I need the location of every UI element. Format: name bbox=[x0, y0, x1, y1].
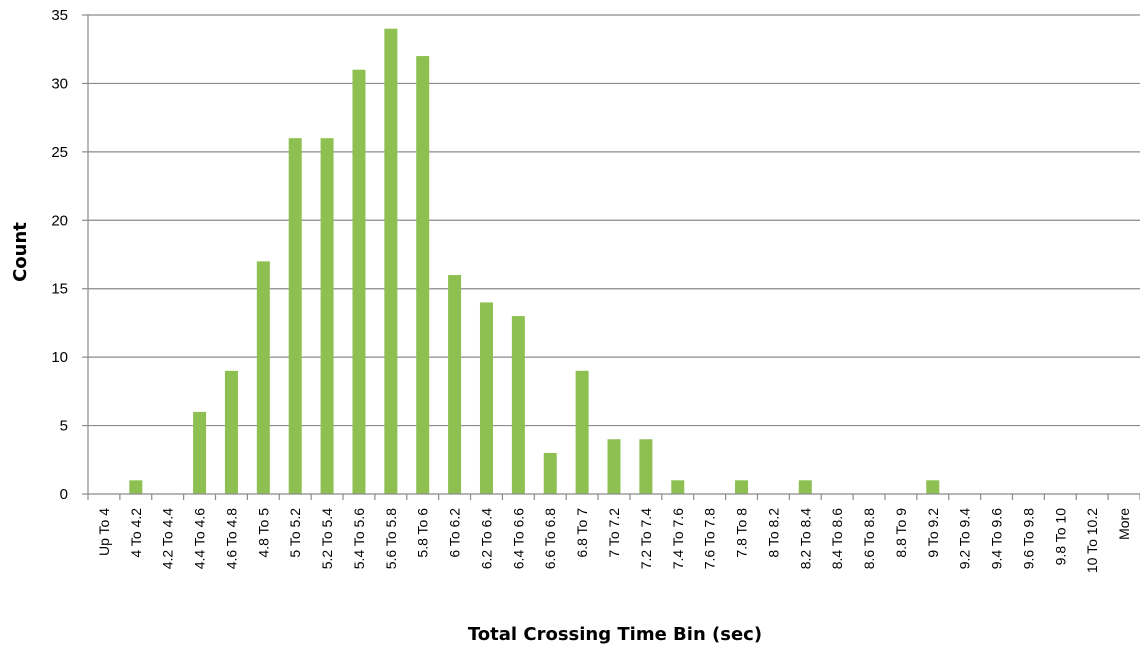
x-tick-labels: Up To 4 4 To 4.2 4.2 To 4.4 4.4 To 4.6 4.6 T… bbox=[96, 508, 1132, 573]
bar-7 bbox=[320, 138, 334, 494]
x-tick-label-14: 6.6 To 6.8 bbox=[542, 508, 558, 569]
x-tick-label-28: 9.4 To 9.6 bbox=[989, 508, 1005, 569]
x-tick-label-26: 9 To 9.2 bbox=[925, 508, 941, 558]
x-tick-label-32: More bbox=[1116, 508, 1132, 540]
x-tick-label-27: 9.2 To 9.4 bbox=[957, 508, 973, 569]
x-tick-label-17: 7.2 To 7.4 bbox=[638, 508, 654, 569]
bar-10 bbox=[416, 56, 430, 495]
x-tick-label-10: 5.8 To 6 bbox=[415, 508, 431, 558]
x-axis-title: Total Crossing Time Bin (sec) bbox=[468, 624, 762, 645]
x-tick-label-19: 7.6 To 7.8 bbox=[702, 508, 718, 569]
bar-20 bbox=[735, 480, 749, 494]
y-axis-title: Count bbox=[10, 222, 31, 282]
bar-12 bbox=[479, 302, 493, 494]
bar-4 bbox=[224, 370, 238, 494]
x-tick-label-20: 7.8 To 8 bbox=[734, 508, 750, 558]
bar-13 bbox=[511, 316, 525, 494]
bar-16 bbox=[607, 439, 621, 494]
bar-6 bbox=[288, 138, 302, 494]
y-tick-label-2: 10 bbox=[51, 349, 68, 366]
x-tick-label-7: 5.2 To 5.4 bbox=[319, 508, 335, 569]
bar-14 bbox=[543, 452, 557, 494]
y-tick-label-3: 15 bbox=[51, 281, 68, 298]
bar-11 bbox=[448, 275, 462, 494]
axes bbox=[82, 14, 1140, 500]
x-tick-label-15: 6.8 To 7 bbox=[574, 508, 590, 558]
bar-3 bbox=[193, 411, 207, 494]
x-tick-label-6: 5 To 5.2 bbox=[287, 508, 303, 558]
bar-9 bbox=[384, 28, 398, 494]
x-tick-label-24: 8.6 To 8.8 bbox=[861, 508, 877, 569]
bars bbox=[129, 28, 940, 495]
x-tick-label-3: 4.4 To 4.6 bbox=[192, 508, 208, 569]
x-tick-label-4: 4.6 To 4.8 bbox=[223, 508, 239, 569]
x-tick-label-21: 8 To 8.2 bbox=[765, 508, 781, 558]
bar-22 bbox=[798, 480, 812, 494]
x-tick-label-5: 4.8 To 5 bbox=[255, 508, 271, 558]
y-tick-label-0: 0 bbox=[60, 486, 68, 503]
y-tick-label-6: 30 bbox=[51, 75, 68, 92]
x-tick-label-12: 6.2 To 6.4 bbox=[478, 508, 494, 569]
bar-5 bbox=[256, 261, 270, 494]
x-tick-label-23: 8.4 To 8.6 bbox=[829, 508, 845, 569]
x-tick-label-11: 6 To 6.2 bbox=[447, 508, 463, 558]
x-tick-label-2: 4.2 To 4.4 bbox=[160, 508, 176, 569]
bar-26 bbox=[926, 480, 940, 494]
x-tick-label-31: 10 To 10.2 bbox=[1084, 508, 1100, 573]
bar-17 bbox=[639, 439, 653, 494]
bar-8 bbox=[352, 69, 366, 494]
x-tick-label-16: 7 To 7.2 bbox=[606, 508, 622, 558]
x-tick-label-30: 9.8 To 10 bbox=[1052, 508, 1068, 566]
bar-1 bbox=[129, 480, 143, 494]
x-tick-label-25: 8.8 To 9 bbox=[893, 508, 909, 558]
y-tick-label-5: 25 bbox=[51, 144, 68, 161]
gridlines bbox=[88, 14, 1140, 427]
x-tick-label-18: 7.4 To 7.6 bbox=[670, 508, 686, 569]
y-tick-label-4: 20 bbox=[51, 212, 68, 229]
x-tick-label-1: 4 To 4.2 bbox=[128, 508, 144, 558]
x-tick-label-22: 8.2 To 8.4 bbox=[797, 508, 813, 569]
x-tick-label-13: 6.4 To 6.6 bbox=[510, 508, 526, 569]
x-tick-label-8: 5.4 To 5.6 bbox=[351, 508, 367, 569]
y-tick-labels: 0 5 10 15 20 25 30 35 bbox=[51, 7, 68, 503]
bar-15 bbox=[575, 370, 589, 494]
bar-18 bbox=[671, 480, 685, 494]
x-tick-label-29: 9.6 To 9.8 bbox=[1020, 508, 1036, 569]
y-tick-label-1: 5 bbox=[60, 418, 68, 435]
x-tick-label-9: 5.6 To 5.8 bbox=[383, 508, 399, 569]
y-tick-label-7: 35 bbox=[51, 7, 68, 24]
x-tick-label-0: Up To 4 bbox=[96, 508, 112, 556]
